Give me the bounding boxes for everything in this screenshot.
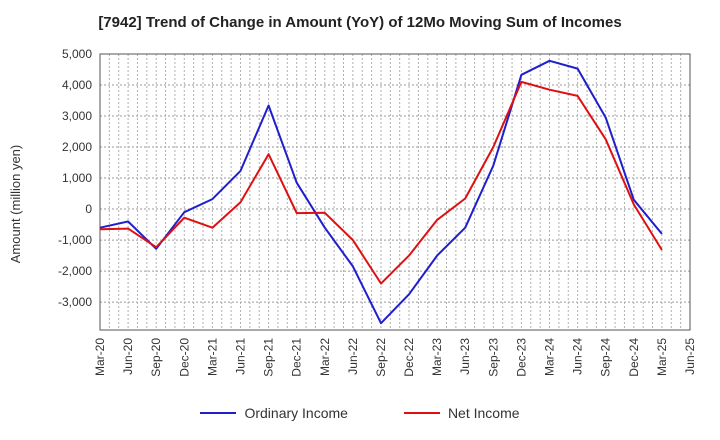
x-tick-label: Jun-20 (121, 338, 135, 375)
x-tick-label: Sep-23 (486, 338, 500, 377)
legend-label-ordinary-income: Ordinary Income (244, 405, 348, 421)
x-tick-label: Mar-25 (655, 338, 669, 376)
x-tick-label: Mar-21 (205, 338, 219, 376)
y-axis-label: Amount (million yen) (8, 145, 23, 264)
x-tick-label: Mar-20 (93, 338, 107, 376)
x-tick-label: Dec-21 (290, 338, 304, 377)
x-tick-label: Jun-23 (458, 338, 472, 375)
x-tick-label: Sep-24 (599, 338, 613, 377)
legend-item-net-income: Net Income (403, 405, 520, 421)
y-tick-label: -2,000 (58, 264, 92, 278)
series-line-ordinary-income (99, 59, 663, 325)
plot-border (99, 53, 691, 331)
x-tick-label: Mar-23 (430, 338, 444, 376)
y-tick-label: 5,000 (62, 47, 92, 61)
x-tick-label: Jun-25 (683, 338, 697, 375)
x-tick-label: Dec-22 (402, 338, 416, 377)
legend-item-ordinary-income: Ordinary Income (200, 405, 348, 421)
y-tick-label: 2,000 (62, 140, 92, 154)
legend-swatch-ordinary-income (200, 412, 237, 414)
x-tick-label: Sep-22 (374, 338, 388, 377)
x-tick-label: Sep-21 (262, 338, 276, 377)
x-tick-label: Dec-23 (514, 338, 528, 377)
chart-title: [7942] Trend of Change in Amount (YoY) o… (98, 14, 622, 31)
x-tick-label: Jun-24 (571, 338, 585, 375)
x-tick-label: Jun-21 (233, 338, 247, 375)
x-tick-label: Dec-20 (177, 338, 191, 377)
plot-area (100, 54, 690, 330)
x-tick-label: Mar-24 (543, 338, 557, 376)
y-tick-label: 3,000 (62, 109, 92, 123)
series-line-net-income (99, 80, 663, 285)
y-tick-label: -1,000 (58, 233, 92, 247)
x-tick-label: Jun-22 (346, 338, 360, 375)
y-tick-label: 0 (85, 202, 92, 216)
x-tick-label: Dec-24 (627, 338, 641, 377)
y-tick-label: 4,000 (62, 78, 92, 92)
legend-label-net-income: Net Income (447, 405, 520, 421)
x-tick-label: Sep-20 (149, 338, 163, 377)
x-tick-label: Mar-22 (318, 338, 332, 376)
chart-legend: Ordinary Income Net Income (0, 405, 720, 421)
legend-swatch-net-income (403, 412, 440, 414)
y-tick-label: 1,000 (62, 171, 92, 185)
y-tick-label: -3,000 (58, 295, 92, 309)
